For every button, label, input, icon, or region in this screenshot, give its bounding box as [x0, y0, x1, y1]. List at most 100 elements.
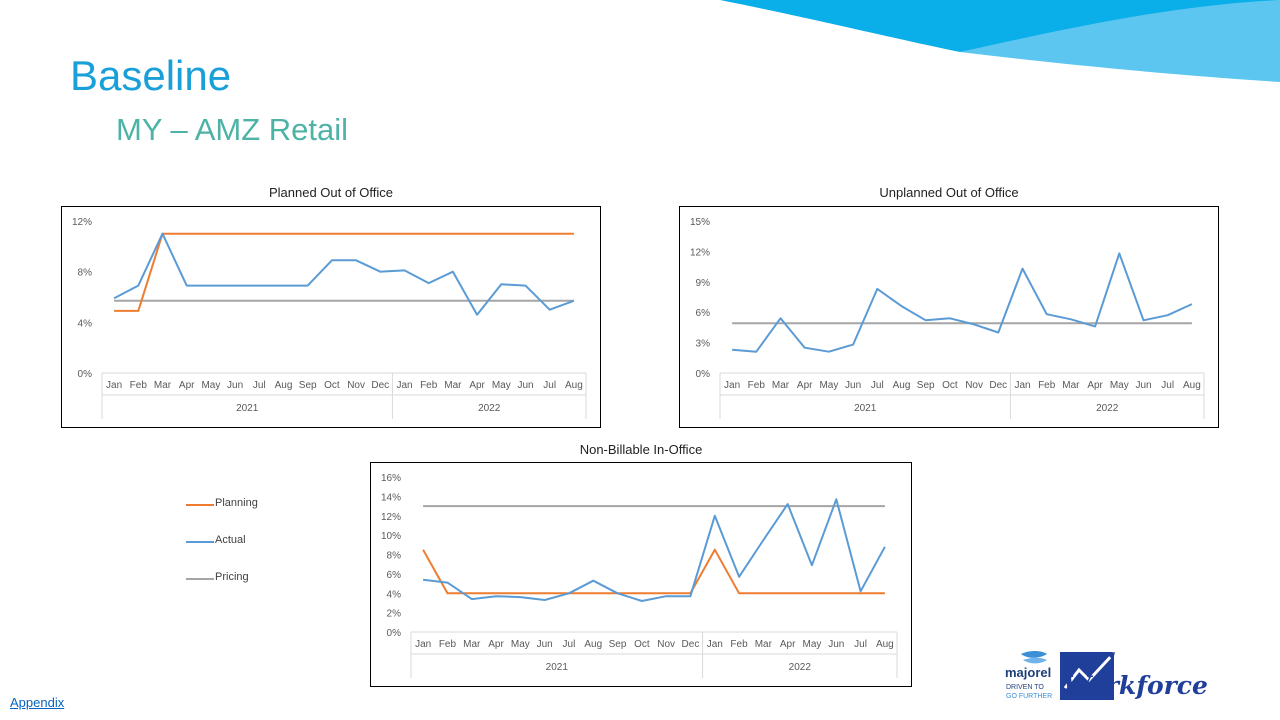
- majorel-tagline-1: DRIVEN TO: [1006, 684, 1044, 691]
- y-tick-label: 4%: [387, 589, 402, 600]
- x-tick-label: Jul: [871, 380, 884, 391]
- x-tick-label: Apr: [179, 380, 195, 391]
- series-line-actual: [113, 232, 575, 316]
- y-tick-label: 12%: [381, 512, 401, 523]
- x-tick-label: Nov: [965, 380, 983, 391]
- banner-dark-shape: [720, 0, 1280, 52]
- x-group-label: 2021: [236, 403, 259, 414]
- x-tick-label: Apr: [469, 380, 485, 391]
- y-tick-label: 0%: [78, 369, 93, 380]
- chart-unplanned-out-of-office: 0% 3% 6% 9% 12% 15% 2021 2022 Jan Feb Mar Apr May Jun…: [679, 206, 1219, 428]
- y-tick-label: 9%: [696, 278, 711, 289]
- x-tick-label: Jul: [563, 639, 576, 650]
- x-tick-label: Aug: [876, 639, 894, 650]
- y-tick-label: 10%: [381, 531, 401, 542]
- x-tick-label: Mar: [463, 639, 481, 650]
- x-tick-label: Jan: [106, 380, 122, 391]
- x-tick-label: Mar: [755, 639, 773, 650]
- y-tick-label: 12%: [72, 217, 92, 228]
- series-line-planning: [422, 548, 885, 595]
- x-tick-label: Oct: [942, 380, 958, 391]
- series-line-actual: [732, 252, 1193, 353]
- page-title: Baseline: [70, 52, 232, 99]
- x-tick-label: Apr: [1087, 380, 1103, 391]
- x-tick-label: Jun: [537, 639, 553, 650]
- page-subtitle: MY – AMZ Retail: [116, 112, 349, 147]
- x-tick-label: May: [802, 639, 821, 650]
- x-tick-label: Jul: [253, 380, 266, 391]
- x-tick-label: Jan: [724, 380, 740, 391]
- y-tick-label: 14%: [381, 492, 401, 503]
- legend-swatch-planning: [186, 504, 214, 506]
- x-tick-label: Aug: [893, 380, 911, 391]
- x-tick-label: May: [819, 380, 838, 391]
- x-tick-label: Aug: [584, 639, 602, 650]
- y-tick-label: 16%: [381, 473, 401, 484]
- majorel-brand-text: majorel: [1005, 665, 1051, 680]
- x-tick-label: Apr: [780, 639, 796, 650]
- x-tick-label: Nov: [657, 639, 675, 650]
- y-tick-label: 15%: [690, 217, 710, 228]
- x-tick-label: Jan: [396, 380, 412, 391]
- x-tick-label: Jun: [845, 380, 861, 391]
- x-group-label: 2022: [478, 403, 501, 414]
- y-tick-label: 0%: [387, 628, 402, 639]
- legend-swatch-actual: [186, 541, 214, 543]
- x-tick-label: May: [511, 639, 530, 650]
- legend-label-pricing: Pricing: [215, 571, 249, 583]
- x-tick-label: Jul: [543, 380, 556, 391]
- header-banner: [720, 0, 1280, 82]
- x-group-label: 2021: [854, 403, 877, 414]
- legend-label-actual: Actual: [215, 534, 246, 546]
- x-tick-label: Oct: [324, 380, 340, 391]
- majorel-logo-icon: [1021, 651, 1047, 664]
- x-tick-label: Sep: [299, 380, 317, 391]
- workforce-arrow-icon: [1063, 650, 1117, 689]
- x-group-label: 2021: [546, 662, 569, 673]
- x-tick-label: Jan: [707, 639, 723, 650]
- x-tick-label: Sep: [917, 380, 935, 391]
- y-tick-label: 8%: [78, 268, 93, 279]
- x-tick-label: Dec: [371, 380, 389, 391]
- y-tick-label: 2%: [387, 609, 402, 620]
- y-tick-label: 8%: [387, 551, 402, 562]
- x-tick-label: Feb: [420, 380, 438, 391]
- x-tick-label: Feb: [1038, 380, 1056, 391]
- x-group-label: 2022: [789, 662, 812, 673]
- workforce-arrow-head: [1107, 652, 1115, 660]
- chart-planned-out-of-office: 0% 4% 8% 12% 2021 2022 Jan Feb Mar Apr May Jun Jul Au…: [61, 206, 601, 428]
- x-tick-label: Dec: [989, 380, 1007, 391]
- x-tick-label: Aug: [565, 380, 583, 391]
- x-tick-label: Mar: [154, 380, 172, 391]
- x-tick-label: Oct: [634, 639, 650, 650]
- x-tick-label: Jun: [1135, 380, 1151, 391]
- x-tick-label: Mar: [1062, 380, 1080, 391]
- y-tick-label: 12%: [690, 247, 710, 258]
- majorel-tagline-2: GO FURTHER: [1006, 693, 1052, 700]
- x-tick-label: Apr: [797, 380, 813, 391]
- x-tick-label: Jun: [227, 380, 243, 391]
- x-tick-label: Feb: [439, 639, 457, 650]
- legend-label-planning: Planning: [215, 497, 258, 509]
- y-tick-label: 6%: [696, 308, 711, 319]
- x-tick-label: Jan: [415, 639, 431, 650]
- x-tick-label: Mar: [772, 380, 790, 391]
- workforce-text: Workforce: [1063, 671, 1208, 700]
- chart-title-nonbillable: Non-Billable In-Office: [579, 442, 703, 457]
- x-tick-label: Sep: [609, 639, 627, 650]
- x-tick-label: May: [492, 380, 511, 391]
- x-tick-label: May: [201, 380, 220, 391]
- chart-title-unplanned: Unplanned Out of Office: [879, 185, 1019, 200]
- x-tick-label: Mar: [444, 380, 462, 391]
- y-tick-label: 0%: [696, 369, 711, 380]
- x-group-label: 2022: [1096, 403, 1119, 414]
- appendix-link[interactable]: Appendix: [10, 695, 65, 710]
- legend-item-planning: Planning: [186, 496, 306, 512]
- majorel-workforce-logo: majorel DRIVEN TO GO FURTHER Workforce: [1005, 650, 1208, 700]
- x-tick-label: Nov: [347, 380, 365, 391]
- x-tick-label: Dec: [682, 639, 700, 650]
- x-tick-label: Aug: [1183, 380, 1201, 391]
- legend-item-pricing: Pricing: [186, 570, 306, 586]
- x-tick-label: Jul: [854, 639, 867, 650]
- x-tick-label: Jun: [517, 380, 533, 391]
